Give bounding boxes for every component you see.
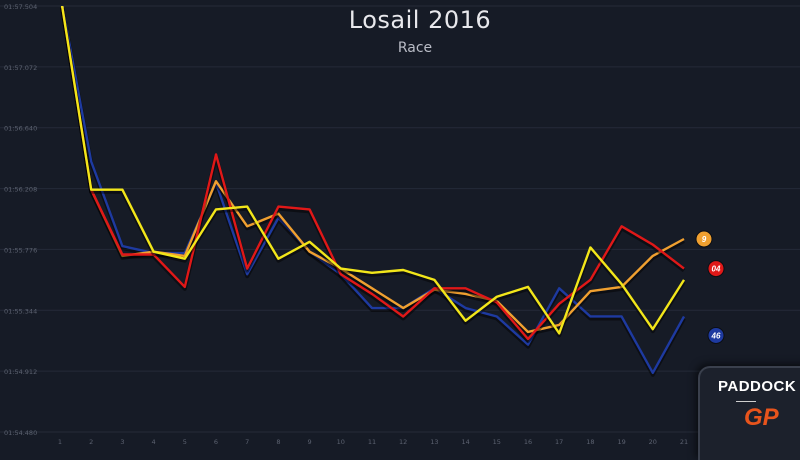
y-axis: 01:54.480 01:54.912 01:55.344 01:55.776 01:5… — [4, 3, 37, 437]
y-tick-label: 01:55.344 — [4, 307, 37, 315]
x-tick-label: 20 — [649, 438, 657, 446]
x-tick-label: 2 — [89, 438, 93, 446]
rider-marker-dot — [695, 230, 713, 248]
x-tick-label: 4 — [152, 438, 156, 446]
x-tick-label: 14 — [461, 438, 469, 446]
logo-divider — [736, 401, 756, 402]
rider-marker-label: 04 — [712, 265, 721, 274]
series-shadow — [60, 8, 686, 344]
end-markers: 9 46 04 — [695, 230, 725, 344]
y-tick-label: 01:56.640 — [4, 125, 37, 133]
paddock-gp-logo: PADDOCK GP — [698, 366, 800, 460]
x-tick-label: 11 — [368, 438, 376, 446]
x-tick-label: 17 — [555, 438, 563, 446]
y-tick-label: 01:56.208 — [4, 186, 37, 194]
rider-marker: 04 — [707, 260, 725, 278]
x-axis: 1 2 3 4 5 6 7 8 9 10 11 12 13 14 15 16 17 18 19 20 21 — [58, 438, 688, 446]
x-tick-label: 5 — [183, 438, 187, 446]
y-tick-label: 01:54.480 — [4, 429, 37, 437]
x-tick-label: 19 — [617, 438, 625, 446]
x-tick-label: 18 — [586, 438, 594, 446]
rider-marker-dot — [707, 326, 725, 344]
rider-marker-label: 46 — [711, 331, 721, 340]
x-tick-label: 9 — [308, 438, 312, 446]
y-tick-label: 01:54.912 — [4, 368, 37, 376]
rider-marker-label: 9 — [702, 235, 707, 244]
x-tick-label: 10 — [337, 438, 345, 446]
chart-subtitle: Race — [397, 40, 433, 56]
x-tick-label: 8 — [276, 438, 280, 446]
y-tick-label: 01:55.776 — [4, 246, 37, 254]
x-tick-label: 1 — [58, 438, 62, 446]
series-shadow — [60, 8, 686, 377]
y-tick-label: 01:57.072 — [4, 64, 37, 72]
x-tick-label: 16 — [524, 438, 532, 446]
series-line — [60, 6, 685, 341]
logo-mark: GP — [744, 404, 779, 431]
x-tick-label: 21 — [680, 438, 688, 446]
x-tick-label: 13 — [430, 438, 438, 446]
chart-grid — [0, 5, 800, 433]
chart-title: Losail 2016 — [348, 6, 492, 34]
rider-marker: 9 — [695, 230, 713, 248]
x-tick-label: 7 — [245, 438, 249, 446]
x-tick-label: 3 — [120, 438, 124, 446]
rider-marker: 46 — [707, 326, 725, 344]
lap-time-chart: 01:54.480 01:54.912 01:55.344 01:55.776 01:5… — [0, 3, 800, 446]
rider-marker-dot — [707, 260, 725, 278]
x-tick-label: 6 — [214, 438, 218, 446]
series-lines — [60, 6, 686, 377]
y-tick-label: 01:57.504 — [4, 3, 37, 11]
logo-text: PADDOCK — [718, 378, 797, 395]
series-line — [60, 6, 686, 335]
x-tick-label: 15 — [493, 438, 501, 446]
x-tick-label: 12 — [399, 438, 407, 446]
